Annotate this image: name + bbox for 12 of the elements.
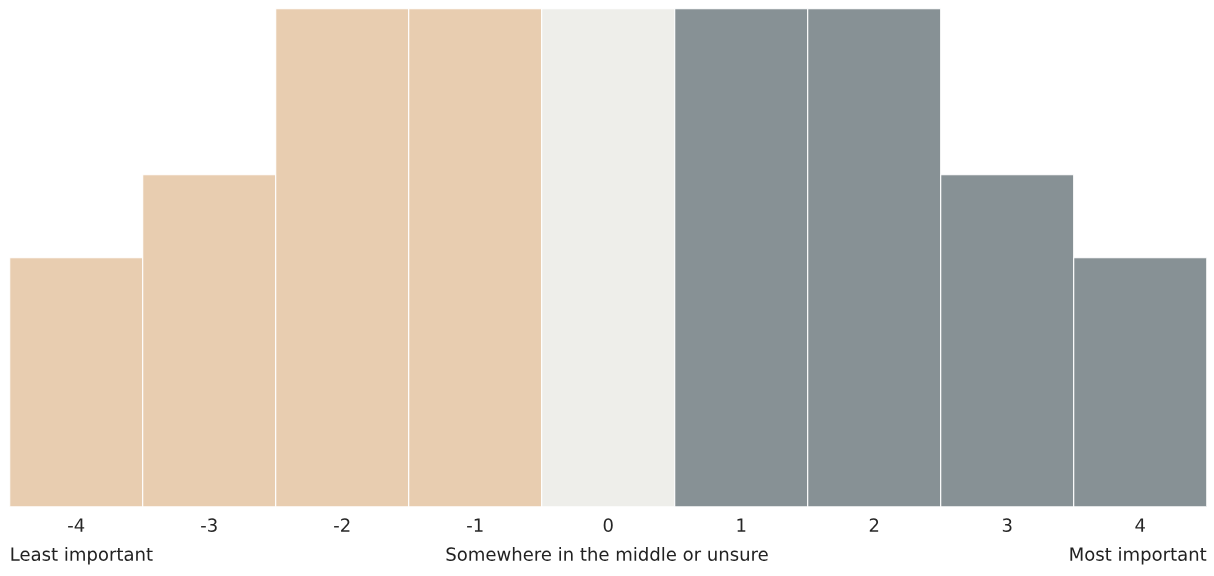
x-tick-label: -2	[334, 518, 350, 532]
x-tick-label: 0	[603, 518, 613, 532]
x-tick-label: -1	[467, 518, 483, 532]
x-tick-label: 2	[869, 518, 879, 532]
x-tick-label: -3	[201, 518, 217, 532]
x-tick-label: 3	[1002, 518, 1012, 532]
text: Somewhere in the middle or unsure	[446, 547, 768, 561]
x-tick-label: 1	[737, 518, 746, 532]
text: Most important	[1070, 547, 1207, 565]
text: Least important	[11, 547, 153, 565]
x-tick-label: -4	[68, 518, 85, 532]
x-tick-label: 4	[1135, 518, 1145, 532]
